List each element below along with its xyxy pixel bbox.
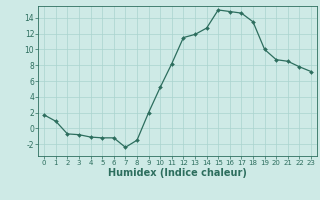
X-axis label: Humidex (Indice chaleur): Humidex (Indice chaleur) (108, 168, 247, 178)
